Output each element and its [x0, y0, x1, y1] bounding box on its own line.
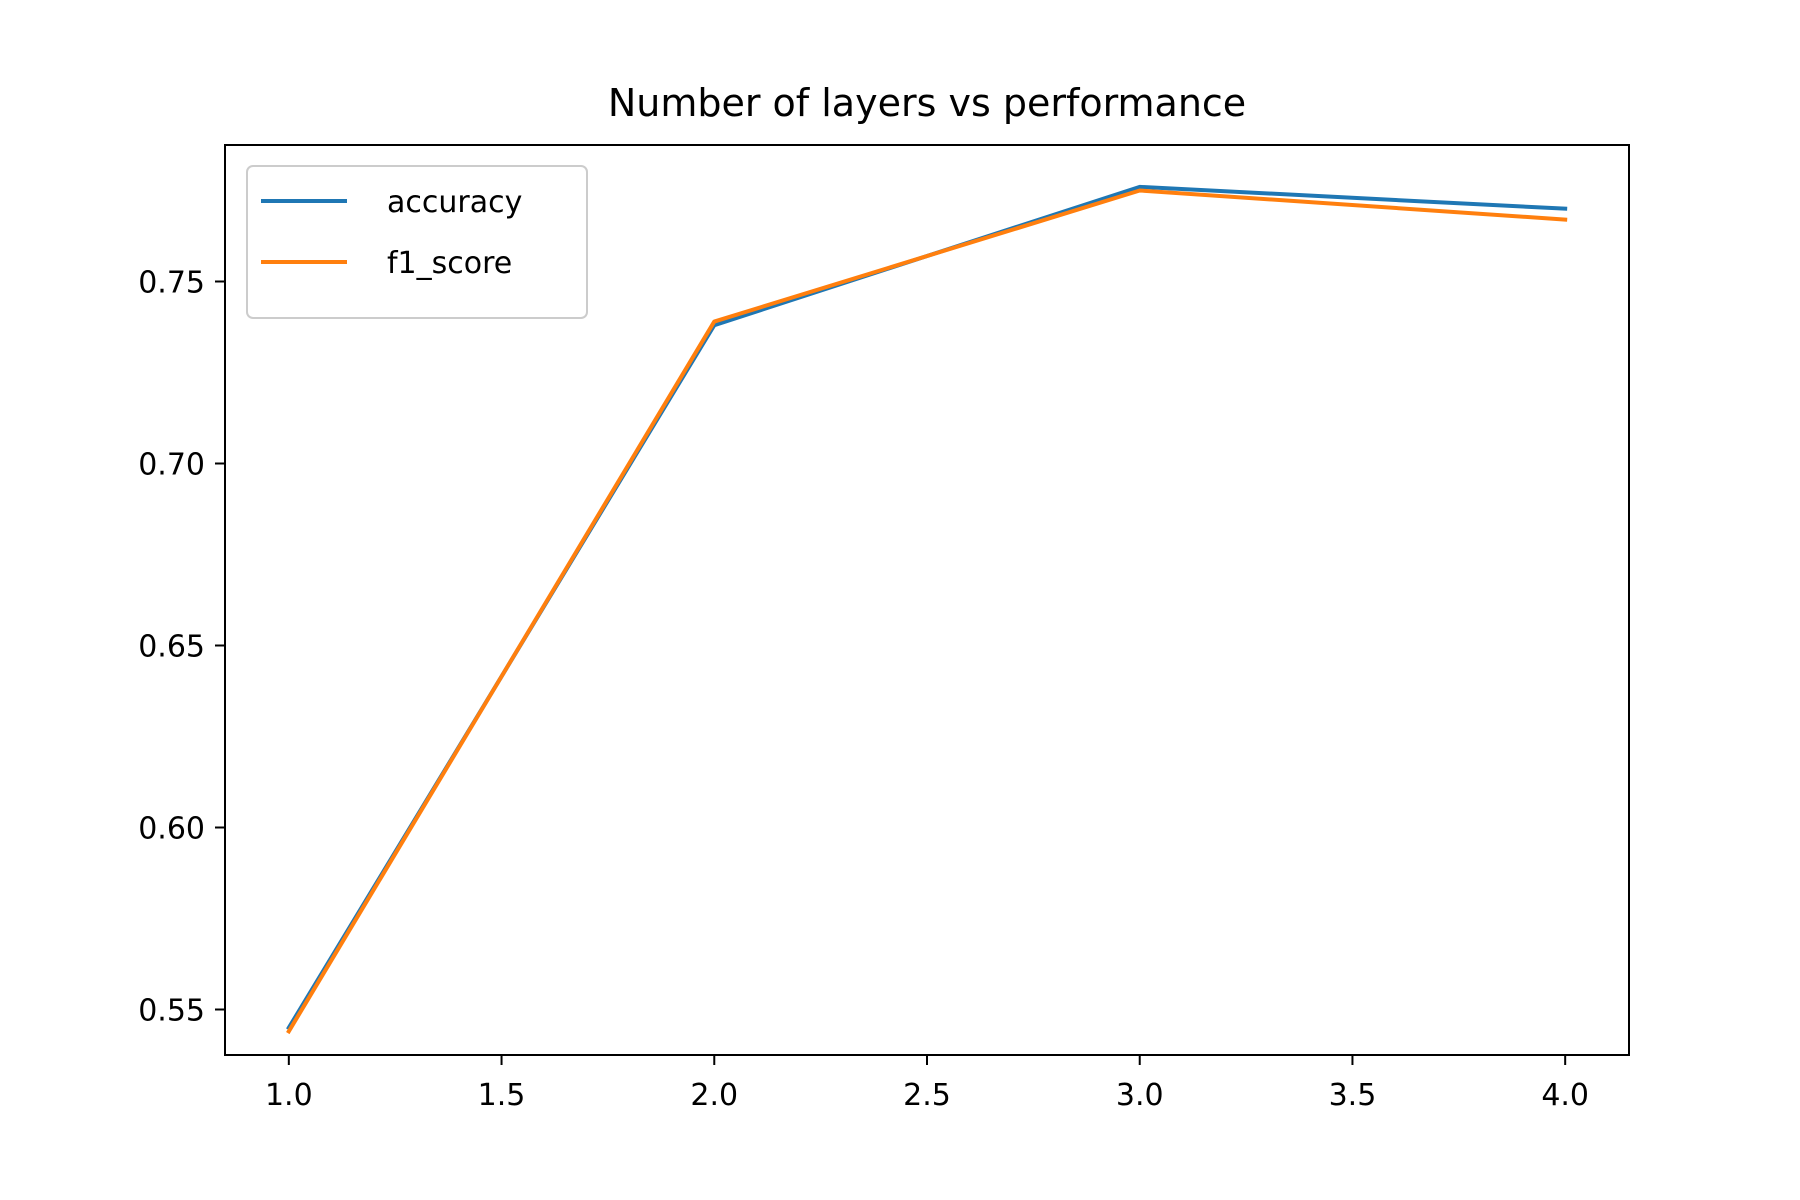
legend: accuracy f1_score	[246, 165, 588, 319]
y-tick-label: 0.65	[138, 630, 205, 665]
x-tick-label: 1.5	[478, 1078, 526, 1113]
x-tick-label: 2.5	[903, 1078, 951, 1113]
x-tick-label: 3.0	[1116, 1078, 1164, 1113]
series-layer	[286, 184, 1568, 1035]
y-tick-label: 0.70	[138, 448, 205, 483]
y-tick-label: 0.60	[138, 812, 205, 847]
y-tick-label: 0.55	[138, 994, 205, 1029]
series-line-f1-score	[286, 188, 1568, 1035]
y-axis: 0.55 0.60 0.65 0.70 0.75	[138, 266, 225, 1029]
x-tick-label: 3.5	[1329, 1078, 1377, 1113]
x-axis: 1.0 1.5 2.0 2.5 3.0 3.5 4.0	[265, 1055, 1589, 1113]
legend-label: accuracy	[387, 185, 522, 220]
chart-title: Number of layers vs performance	[608, 81, 1246, 125]
legend-box	[246, 165, 588, 319]
legend-label: f1_score	[387, 246, 512, 281]
x-tick-label: 2.0	[690, 1078, 738, 1113]
x-tick-label: 4.0	[1541, 1078, 1589, 1113]
x-tick-label: 1.0	[265, 1078, 313, 1113]
y-tick-label: 0.75	[138, 266, 205, 301]
